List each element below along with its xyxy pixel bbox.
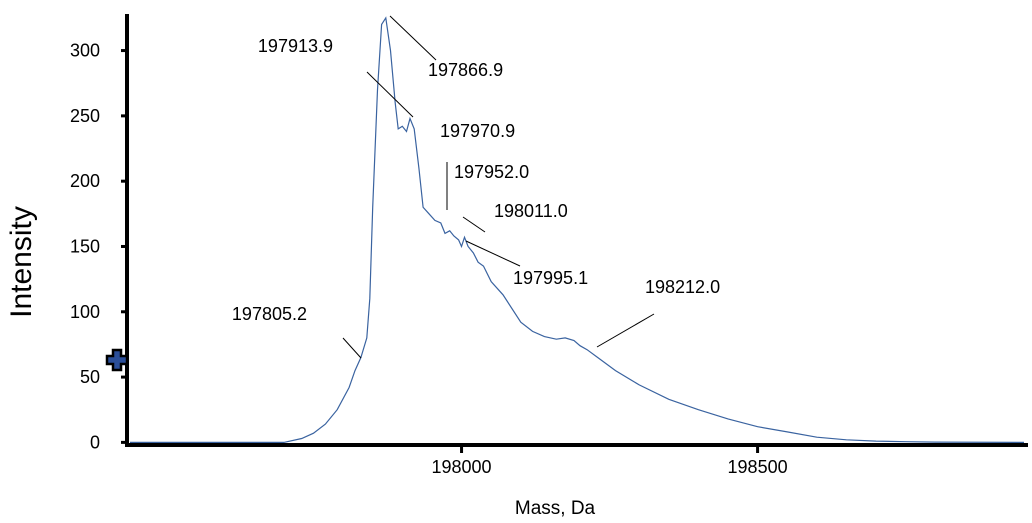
y-tick-label: 50 [80, 367, 100, 387]
y-tick-label: 250 [70, 106, 100, 126]
peak-leader-line [596, 313, 655, 348]
y-tick-label: 100 [70, 302, 100, 322]
peak-label: 197952.0 [454, 162, 529, 182]
y-tick-label: 150 [70, 236, 100, 256]
y-tick-label: 0 [90, 432, 100, 452]
peak-leader-line [366, 71, 414, 118]
peak-label: 197970.9 [440, 121, 515, 141]
peak-leader-line [342, 337, 362, 359]
x-ticks: 198000 198500 [432, 445, 788, 477]
x-tick-label: 198000 [432, 457, 492, 477]
peak-label: 197805.2 [232, 304, 307, 324]
spectrum-line [130, 16, 1025, 443]
peak-label: 197913.9 [258, 36, 333, 56]
peak-leader-line [389, 15, 437, 61]
x-axis-title: Mass, Da [515, 498, 596, 519]
cursor-plus-shape [105, 348, 129, 372]
crosshair-cursor-icon[interactable] [105, 348, 129, 372]
peak-label: 197995.1 [513, 268, 588, 288]
y-ticks: 0 50 100 150 200 250 300 [70, 41, 127, 452]
y-tick-label: 300 [70, 41, 100, 61]
axes [125, 14, 1028, 447]
x-tick-label: 198500 [728, 457, 788, 477]
peak-label: 198011.0 [494, 201, 568, 221]
peak-annotations: 197866.9 197913.9 197952.0 197970.9 198011.0… [232, 15, 720, 359]
peak-label: 197866.9 [428, 60, 503, 80]
peak-leader-line [462, 216, 486, 233]
y-axis-title: Intensity [5, 206, 38, 318]
y-tick-label: 200 [70, 171, 100, 191]
peak-leader-line [465, 240, 521, 267]
peak-label: 198212.0 [645, 277, 720, 297]
